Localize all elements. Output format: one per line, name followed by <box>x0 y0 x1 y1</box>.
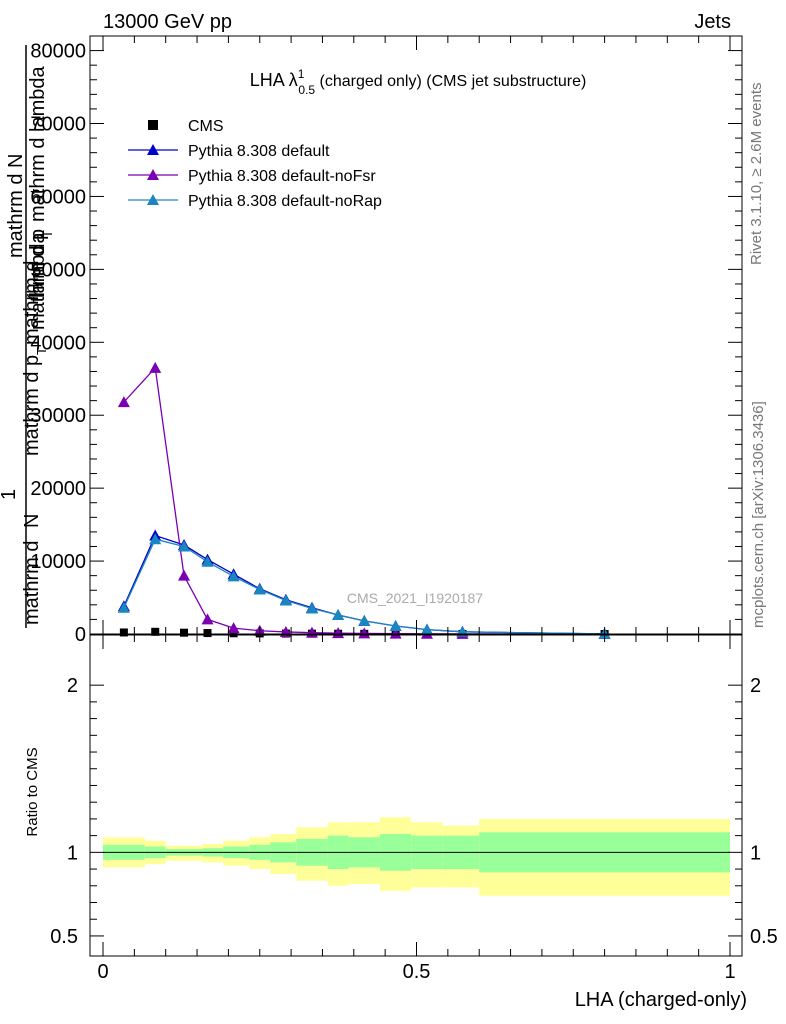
ylabel-dN: mathrm d N <box>5 154 27 258</box>
cms-data-point <box>203 629 212 638</box>
series-marker-2 <box>117 396 130 408</box>
plot-title-sub: 0.5 <box>298 83 315 97</box>
series-marker-3 <box>149 533 162 545</box>
main-ytick-label: 0 <box>75 624 86 646</box>
ratio-ytick-label: 2 <box>67 675 78 697</box>
plot-title-sup: 1 <box>298 67 305 81</box>
ratio-xtick-label: 0 <box>97 961 108 983</box>
series-marker-2 <box>201 613 214 625</box>
main-ylabel: 1 mathrm d N mathrm d p T mathrm d lambd… <box>0 45 55 628</box>
legend-marker <box>147 144 159 155</box>
main-ytick-label: 30000 <box>30 405 86 427</box>
series-marker-3 <box>305 602 318 614</box>
series-marker-3 <box>117 601 130 613</box>
series-marker-3 <box>332 609 345 621</box>
cms-data-point <box>119 628 128 637</box>
legend-label: CMS <box>188 118 224 135</box>
header-energy-label: 13000 GeV pp <box>103 11 232 33</box>
ratio-panel <box>103 817 730 896</box>
xlabel: LHA (charged-only) <box>575 989 747 1011</box>
series-marker-2 <box>358 627 371 639</box>
series-marker-3 <box>178 540 191 552</box>
analysis-watermark: CMS_2021_I1920187 <box>347 590 483 606</box>
cms-data-point <box>229 629 238 638</box>
ylabel-N: N <box>21 514 43 528</box>
legend-marker <box>147 169 159 180</box>
ratio-xtick-label: 1 <box>724 961 735 983</box>
ratio-ytick-label: 0.5 <box>50 926 78 948</box>
ratio-ytick-label: 1 <box>67 842 78 864</box>
main-ytick-label: 50000 <box>30 259 86 281</box>
series-marker-3 <box>420 623 433 635</box>
ratio-xtick-label: 0.5 <box>403 961 431 983</box>
series-marker-2 <box>149 361 162 373</box>
ylabel-lambda: lambda <box>27 232 49 298</box>
ylabel-T-sub: T <box>40 230 55 238</box>
legend-marker <box>147 194 159 205</box>
series-marker-2 <box>178 569 191 581</box>
series-marker-3 <box>389 619 402 631</box>
main-ytick-label: 80000 <box>30 41 86 63</box>
cms-data-point <box>151 627 160 636</box>
ylabel-one: 1 <box>0 489 20 500</box>
plot-title-main: LHA λ <box>250 70 298 90</box>
rivet-version-label: Rivet 3.1.10, ≥ 2.6M events <box>748 83 765 266</box>
main-ytick-label: 70000 <box>30 114 86 136</box>
main-ytick-label: 20000 <box>30 478 86 500</box>
ratio-axes: 0.5 0.5 1 1 2 2 0 0.5 1 <box>50 634 778 983</box>
ratio-frame <box>89 634 743 957</box>
main-ytick-label: 40000 <box>30 332 86 354</box>
series-marker-2 <box>389 627 402 639</box>
ylabel-T-sub2: T <box>34 347 49 355</box>
ylabel-dpT: mathrm d p <box>27 229 49 330</box>
main-data-layer <box>117 361 611 639</box>
main-axes: 0 10000 20000 30000 40000 50000 60000 70000 8000… <box>30 35 743 646</box>
series-marker-3 <box>358 614 371 626</box>
ratio-ytick-label-right: 2 <box>750 675 761 697</box>
ylabel-d: mathrm d <box>21 541 43 625</box>
plot-title: LHA λ1 0.5 (charged only) (CMS jet substr… <box>250 67 587 97</box>
series-marker-3 <box>279 594 292 606</box>
main-ytick-label: 10000 <box>30 551 86 573</box>
ylabel-dlambda: mathrm d lambda <box>27 66 49 222</box>
legend-marker-cms <box>148 120 158 130</box>
ratio-ytick-label-right: 1 <box>750 842 761 864</box>
mcplots-label: mcplots.cern.ch [arXiv:1306.3436] <box>750 401 767 628</box>
series-marker-3 <box>201 555 214 567</box>
legend: CMS Pythia 8.308 default Pythia 8.308 defa… <box>128 118 382 210</box>
ylabel-dpT2: mathrm d p <box>21 355 43 456</box>
series-marker-3 <box>253 583 266 595</box>
header-process-label: Jets <box>694 11 731 33</box>
series-marker-2 <box>227 622 240 634</box>
main-ytick-label: 60000 <box>30 186 86 208</box>
legend-label: Pythia 8.308 default <box>188 143 330 160</box>
cms-data-point <box>180 628 189 637</box>
ratio-ytick-label-right: 0.5 <box>750 926 778 948</box>
legend-label: Pythia 8.308 default-noFsr <box>188 168 376 185</box>
plot-title-rest: (charged only) (CMS jet substructure) <box>315 73 586 90</box>
legend-label: Pythia 8.308 default-noRap <box>188 193 382 210</box>
ratio-ylabel: Ratio to CMS <box>24 747 41 836</box>
series-marker-3 <box>227 570 240 582</box>
